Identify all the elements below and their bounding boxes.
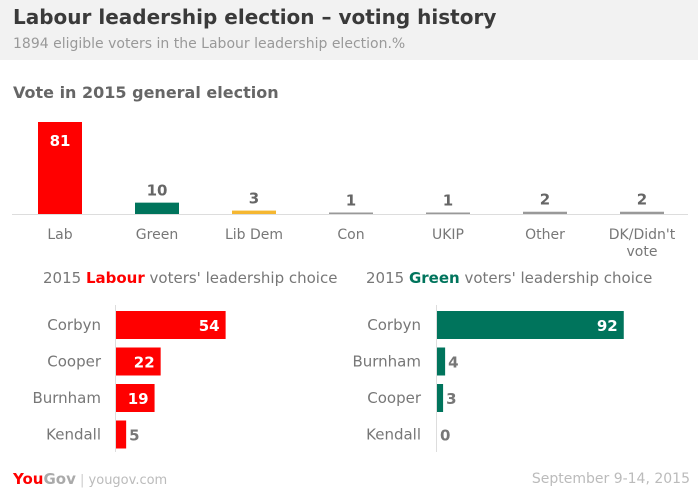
labour-chart-title: 2015 Labour voters' leadership choice: [43, 269, 338, 287]
yougov-logo: YouGov: [13, 470, 76, 488]
data-label: 19: [128, 390, 149, 408]
category-label: vote: [627, 244, 658, 260]
bar-corbyn: [437, 311, 624, 339]
data-label: 3: [446, 390, 456, 408]
bar-dk-didn-t-vote: [620, 211, 664, 214]
category-label: Kendall: [366, 426, 421, 444]
chart-title: Labour leadership election – voting hist…: [13, 5, 497, 29]
data-label: 92: [597, 317, 618, 335]
bar-burnham: [437, 347, 446, 376]
bar-kendall: [116, 420, 127, 449]
category-label: Lib Dem: [225, 227, 283, 243]
data-label: 2: [637, 191, 647, 209]
category-label: Corbyn: [47, 316, 101, 334]
bar-burnham: [116, 384, 155, 412]
header-band: [0, 0, 698, 60]
bar-corbyn: [116, 311, 226, 339]
bar-cooper: [437, 384, 444, 412]
data-label: 10: [147, 182, 168, 200]
data-label: 81: [50, 132, 71, 150]
bar-lab: [38, 122, 82, 214]
data-label: 0: [440, 427, 450, 445]
data-label: 54: [199, 317, 220, 335]
bar-lib-dem: [232, 210, 276, 214]
bar-other: [523, 211, 567, 214]
bar-green: [135, 202, 179, 214]
data-label: 1: [346, 192, 356, 210]
category-label: Green: [136, 227, 178, 243]
data-label: 5: [129, 427, 139, 445]
top-chart-title: Vote in 2015 general election: [13, 83, 279, 102]
bar-ukip: [426, 212, 470, 214]
category-label: Burnham: [32, 389, 101, 407]
data-label: 2: [540, 191, 550, 209]
bar-cooper: [116, 347, 161, 376]
data-label: 1: [443, 192, 453, 210]
category-label: Con: [337, 227, 364, 243]
category-label: UKIP: [432, 227, 464, 243]
category-label: Cooper: [367, 389, 422, 407]
category-label: Kendall: [46, 426, 101, 444]
footer-site: yougov.com: [88, 473, 168, 488]
category-label: Cooper: [47, 353, 102, 371]
data-label: 3: [249, 190, 259, 208]
chart-subtitle: 1894 eligible voters in the Labour leade…: [13, 36, 406, 52]
footer: YouGov | yougov.com: [13, 470, 168, 488]
category-label: DK/Didn't: [609, 227, 676, 243]
category-label: Other: [525, 227, 565, 243]
footer-date: September 9-14, 2015: [531, 471, 690, 487]
green-chart-title: 2015 Green voters' leadership choice: [366, 269, 653, 287]
data-label: 22: [134, 354, 155, 372]
category-label: Burnham: [352, 353, 421, 371]
category-label: Corbyn: [367, 316, 421, 334]
bar-con: [329, 212, 373, 214]
data-label: 4: [448, 354, 458, 372]
category-label: Lab: [47, 227, 72, 243]
